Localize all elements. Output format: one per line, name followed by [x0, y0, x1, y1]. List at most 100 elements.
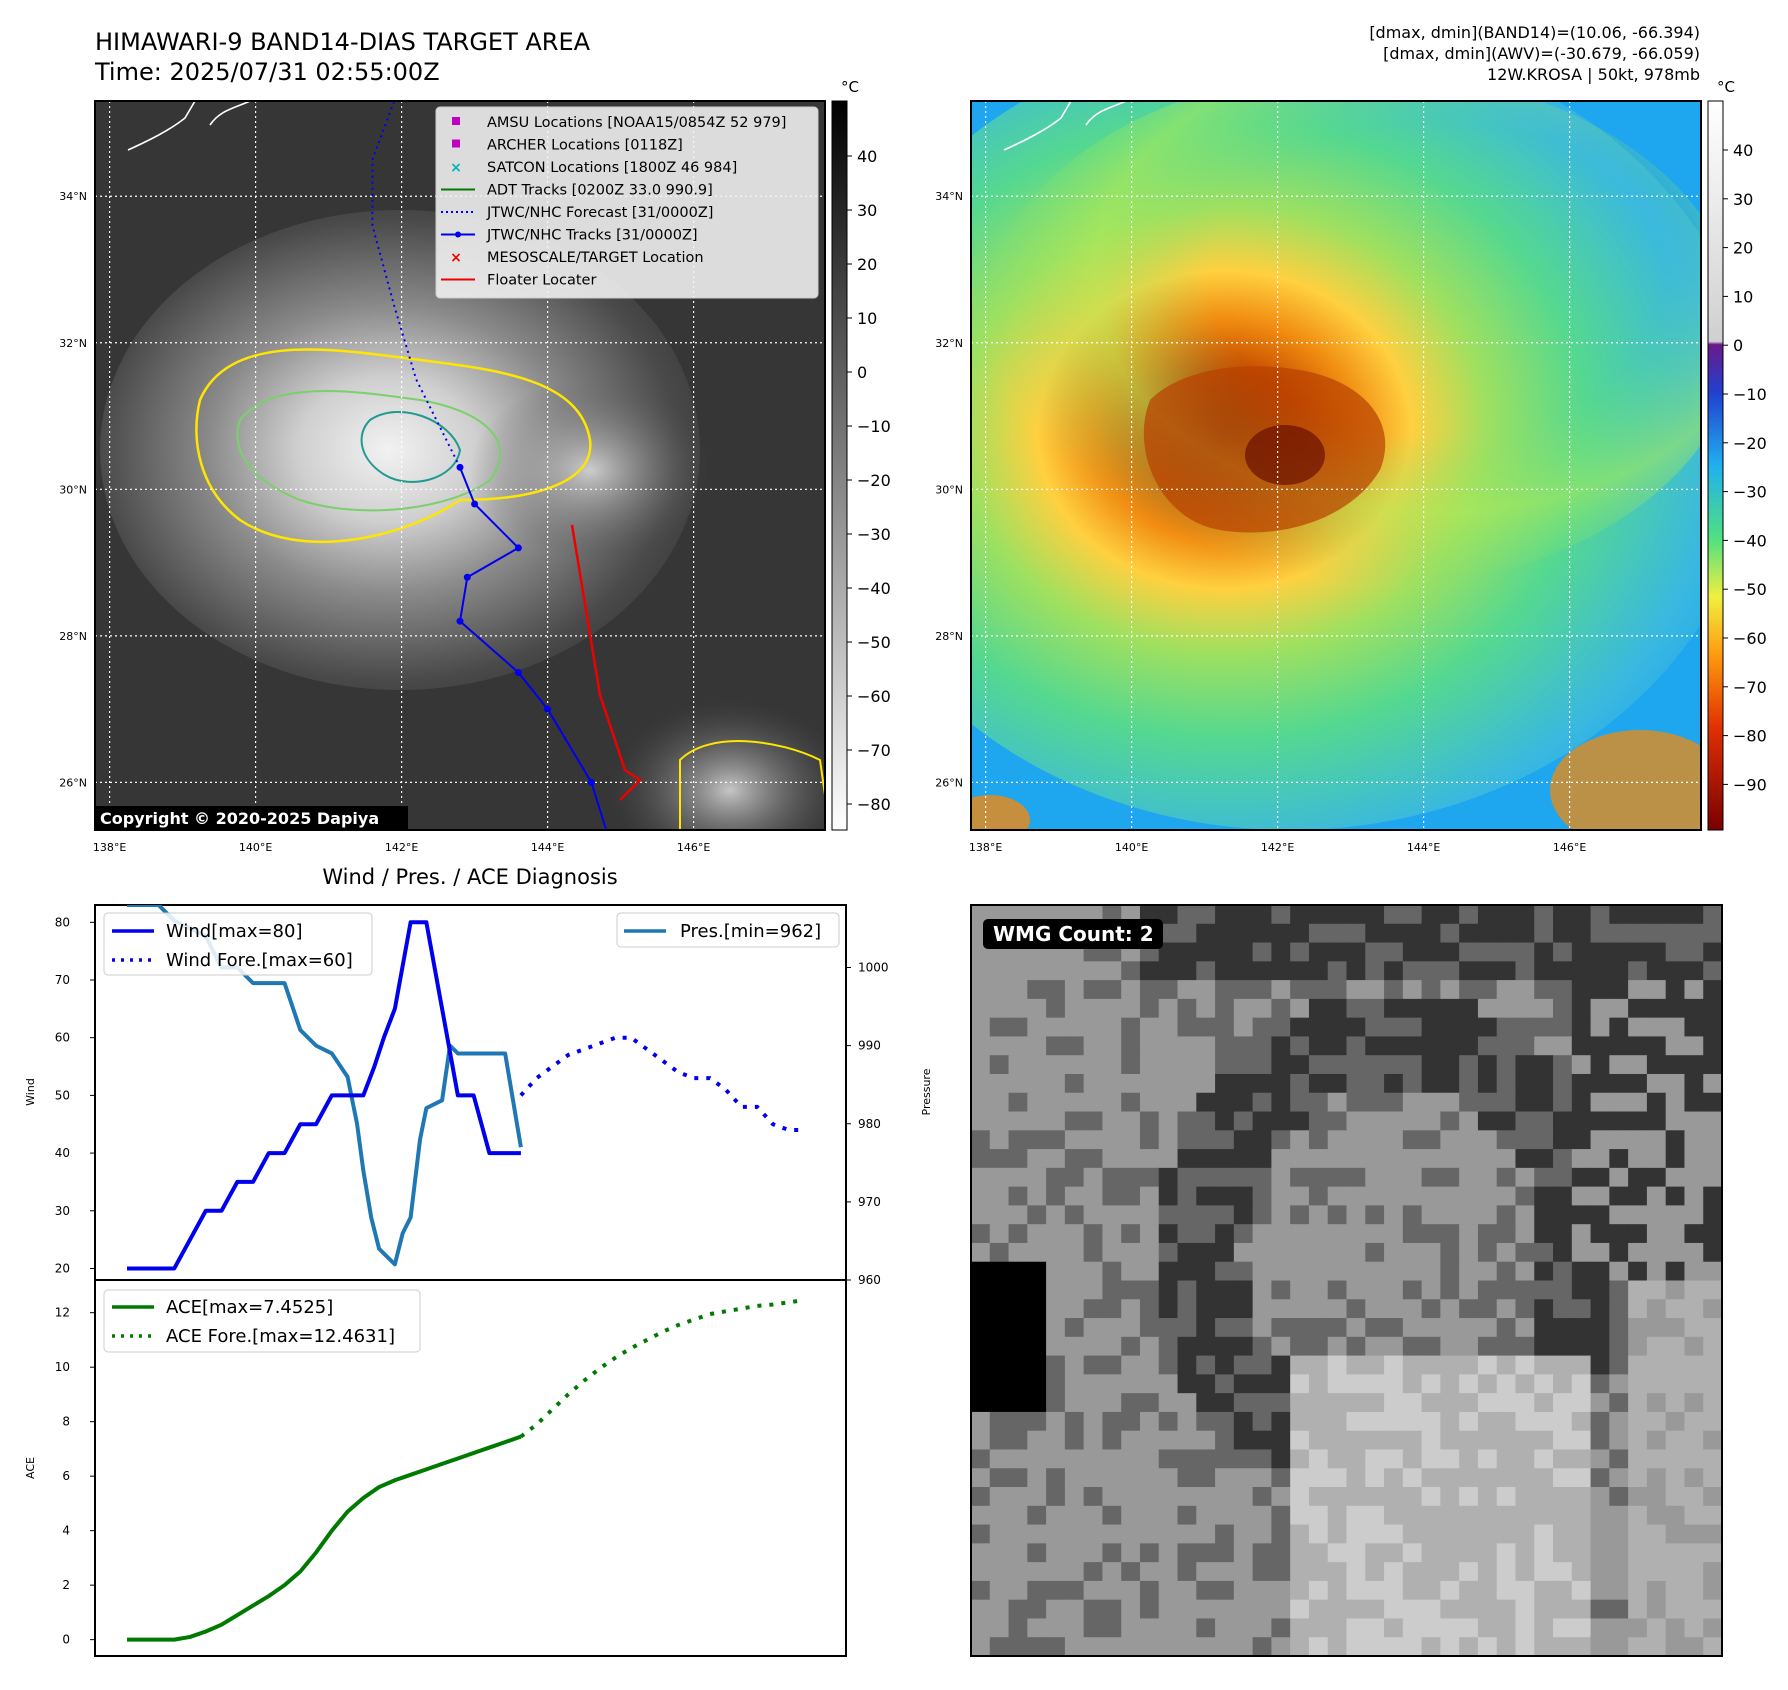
colorbar-tick-label: −40 [1733, 531, 1767, 550]
lat-tick-label: 26°N [935, 776, 963, 789]
wmg-cell [1271, 1299, 1291, 1319]
ir-cloud-mass [100, 210, 700, 690]
wmg-cell [1402, 905, 1423, 925]
wmg-cell [1046, 1036, 1066, 1056]
wmg-cell [1215, 980, 1235, 1000]
wmg-cell [1064, 998, 1085, 1019]
wmg-cell [1233, 1280, 1254, 1300]
wmg-cell [1327, 923, 1348, 944]
ace-legend: ACE[max=7.4525] ACE Fore.[max=12.4631] [103, 1289, 421, 1353]
wmg-cell [1421, 1130, 1441, 1150]
wmg-cell [1196, 1355, 1216, 1375]
wmg-cell [1158, 1111, 1179, 1131]
wmg-cell [1402, 1242, 1423, 1263]
wmg-cell [1308, 1562, 1329, 1582]
wmg-cell [1233, 961, 1254, 981]
wmg-cell [1477, 1336, 1498, 1357]
y-tick-label: 2 [62, 1578, 70, 1592]
track-legend: AMSU Locations [NOAA15/0854Z 52 979]ARCH… [435, 106, 819, 299]
wmg-cell [1271, 942, 1291, 962]
wmg-cell [1064, 1017, 1085, 1038]
wmg-cell [1440, 1130, 1460, 1150]
wmg-cell [1064, 1599, 1085, 1620]
wmg-cell [1027, 1524, 1047, 1544]
wmg-cell [1083, 1036, 1104, 1056]
wmg-cell [1196, 1242, 1216, 1263]
wmg-cell [1139, 1036, 1160, 1056]
wmg-cell [1290, 1055, 1310, 1075]
wmg-cell [1365, 1487, 1385, 1507]
wmg-cell [1083, 1055, 1104, 1075]
wmg-cell [1308, 905, 1329, 925]
wmg-cell [1139, 1299, 1160, 1319]
wmg-cell [1046, 1468, 1066, 1488]
wmg-cell [1590, 1393, 1610, 1413]
wmg-cell [1421, 1637, 1441, 1656]
wmg-cell [1440, 1599, 1460, 1620]
wmg-cell [1628, 1055, 1648, 1075]
wmg-cell [1027, 1468, 1047, 1488]
wmg-cell [1609, 1299, 1629, 1319]
wmg-cell [1684, 1036, 1704, 1056]
wmg-cell [1665, 1318, 1686, 1338]
wmg-cell [1402, 942, 1423, 962]
wmg-cell [971, 1186, 991, 1206]
wmg-cell [1027, 1374, 1047, 1394]
wmg-cell [1515, 1430, 1535, 1451]
wmg-cell [989, 1017, 1010, 1038]
wmg-cell [1459, 1580, 1479, 1601]
wmg-cell [1027, 1430, 1047, 1451]
wmg-cell [1571, 1599, 1592, 1620]
wmg-cell [1177, 942, 1197, 962]
wmg-cell [1684, 1505, 1704, 1526]
wmg-cell [971, 1524, 991, 1544]
wmg-cell [1646, 1036, 1667, 1056]
wmg-cell [1102, 1280, 1122, 1300]
wmg-cell [1308, 1299, 1329, 1319]
wmg-cell [1215, 1111, 1235, 1131]
wmg-cell [1365, 1318, 1385, 1338]
wmg-cell [1139, 1468, 1160, 1488]
wmg-cell [1402, 1637, 1423, 1656]
wmg-cell [1271, 1524, 1291, 1544]
wmg-cell [1196, 1637, 1216, 1656]
wmg-cell [1440, 1411, 1460, 1432]
lon-tick-label: 140°E [1115, 841, 1148, 854]
wmg-cell [1703, 1468, 1722, 1488]
wmg-cell [1496, 1073, 1517, 1094]
wmg-cell [1703, 1055, 1722, 1075]
wmg-cell [1290, 1524, 1310, 1544]
wmg-cell [1139, 1524, 1160, 1544]
wmg-cell [1684, 905, 1704, 925]
wmg-cell [1421, 980, 1441, 1000]
wmg-cell [1496, 1261, 1517, 1282]
wmg-cell [1027, 1130, 1047, 1150]
wmg-cell [1628, 1468, 1648, 1488]
lon-tick-label: 142°E [1261, 841, 1294, 854]
wmg-cell [1252, 1167, 1272, 1188]
wmg-cell [1158, 923, 1179, 944]
awv-sw-cell [971, 795, 1030, 830]
wmg-cell [1384, 1487, 1404, 1507]
wmg-cell [1252, 1280, 1272, 1300]
lat-tick-label: 30°N [935, 483, 963, 496]
wmg-cell [1534, 961, 1554, 981]
wmg-cell [1553, 1487, 1573, 1507]
wmg-cell [1308, 1637, 1329, 1656]
wmg-cell [1158, 1149, 1179, 1169]
wmg-cell [1083, 1149, 1104, 1169]
wmg-cell [1515, 1167, 1535, 1188]
wmg-cell [1440, 980, 1460, 1000]
wmg-cell [1271, 961, 1291, 981]
wmg-cell [1121, 1336, 1141, 1357]
wmg-cell [1046, 1580, 1066, 1601]
wmg-cell [1027, 1167, 1047, 1188]
wmg-cell [1046, 1336, 1066, 1357]
lat-tick-label: 28°N [935, 630, 963, 643]
wmg-cell [1609, 1543, 1629, 1563]
wmg-cell [1346, 1505, 1366, 1526]
wmg-cell [1665, 1261, 1686, 1282]
wmg-cell [1402, 1092, 1423, 1113]
y-tick-label: 10 [55, 1360, 70, 1374]
wmg-cell [1665, 980, 1686, 1000]
